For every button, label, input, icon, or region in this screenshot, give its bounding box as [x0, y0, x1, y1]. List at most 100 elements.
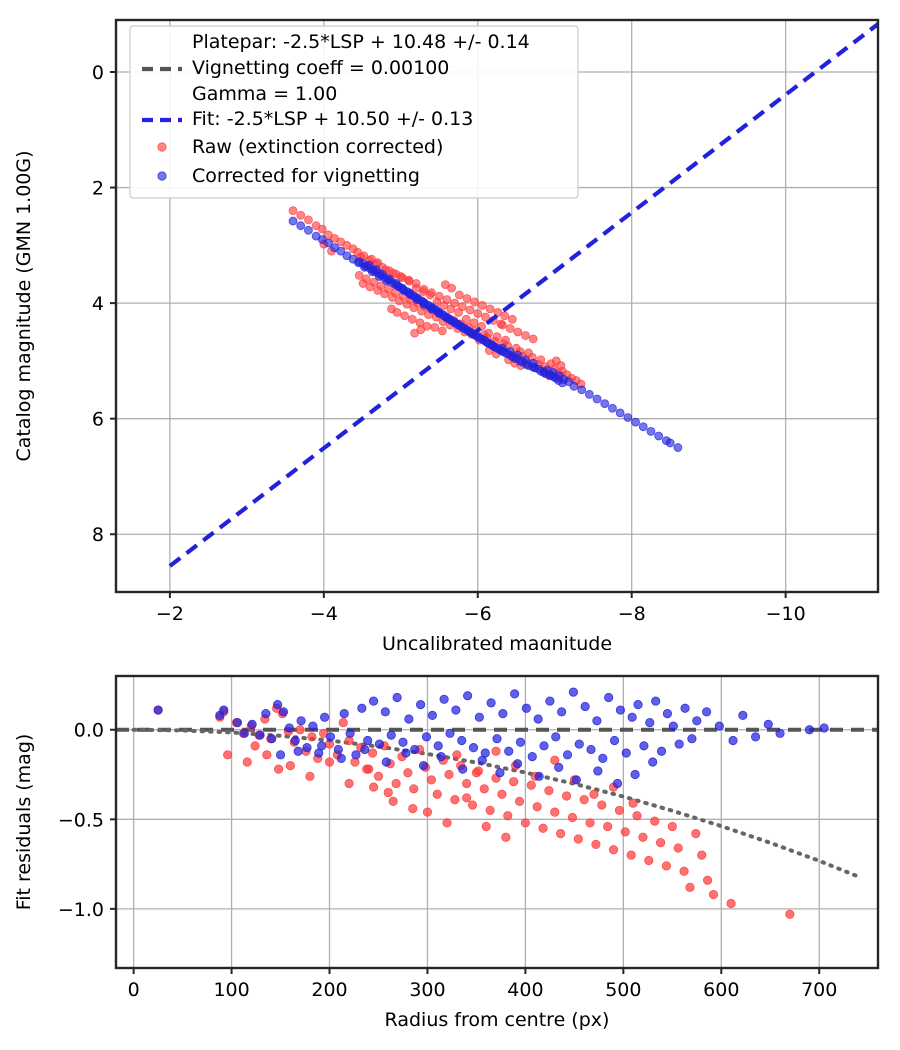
data-point: [750, 732, 761, 742]
data-point: [450, 318, 460, 328]
data-point: [427, 304, 436, 314]
data-point: [462, 294, 472, 303]
data-point: [623, 413, 633, 422]
data-point: [311, 221, 321, 231]
data-point: [339, 709, 349, 719]
data-point: [650, 816, 660, 826]
data-point: [290, 735, 300, 746]
data-point: [311, 231, 321, 241]
data-point: [439, 694, 449, 704]
data-point: [473, 309, 483, 318]
x-axis-label: Radius from centre (px): [385, 1009, 610, 1031]
data-point: [250, 741, 260, 751]
data-point: [644, 855, 654, 866]
data-point: [819, 723, 829, 733]
data-point: [436, 752, 446, 762]
data-point: [608, 403, 617, 413]
data-point: [419, 284, 429, 294]
data-point: [673, 443, 683, 452]
bottom-panel-svg: 0 100 200 300 400 500 600 700 0.0 −0.5 −1.0 Radius …: [13, 674, 880, 1031]
data-point: [656, 746, 667, 756]
data-point: [393, 281, 403, 291]
data-point: [598, 753, 608, 764]
data-point: [412, 295, 422, 305]
data-point: [469, 318, 479, 328]
data-point: [691, 829, 701, 839]
y-axis-label: Fit residuals (mag): [13, 734, 35, 911]
data-point: [514, 796, 525, 806]
data-point: [410, 744, 420, 755]
data-point: [680, 703, 690, 713]
x-tick-label: 500: [605, 979, 641, 1001]
data-point: [513, 327, 523, 337]
data-point: [585, 818, 595, 828]
x-tick-label: 600: [703, 979, 739, 1001]
data-point: [492, 734, 502, 744]
data-point: [498, 709, 508, 719]
data-point: [365, 282, 375, 292]
data-point: [528, 358, 538, 368]
data-point: [504, 746, 514, 756]
data-point: [373, 285, 383, 295]
data-point: [584, 389, 594, 399]
data-point: [633, 700, 643, 710]
data-point: [381, 757, 391, 767]
data-point: [668, 721, 678, 731]
legend: Platepar: -2.5*LSP + 10.48 +/- 0.14 Vigne…: [129, 25, 579, 199]
data-point: [317, 741, 327, 751]
x-tick-label: 0: [128, 979, 140, 1001]
data-point: [293, 746, 303, 756]
data-points-group: [168, 22, 878, 568]
data-point: [418, 760, 429, 771]
data-point: [262, 750, 272, 760]
data-point: [507, 314, 517, 324]
data-point: [708, 889, 719, 900]
data-point: [391, 778, 401, 789]
data-point: [528, 334, 538, 344]
data-point: [451, 705, 461, 715]
data-point: [655, 838, 666, 848]
data-point: [430, 322, 440, 332]
data-point: [550, 755, 560, 765]
data-point: [305, 771, 315, 781]
data-point: [383, 787, 393, 798]
data-point: [364, 764, 374, 774]
data-point: [273, 700, 283, 710]
data-point: [481, 336, 490, 346]
data-point: [296, 210, 306, 220]
data-point: [539, 741, 549, 751]
data-point: [509, 777, 519, 787]
data-point: [614, 805, 625, 815]
data-point: [368, 782, 379, 792]
data-point: [654, 431, 664, 441]
y-tick-label: 6: [92, 409, 104, 431]
data-point: [545, 696, 555, 706]
data-point: [738, 710, 748, 721]
data-point: [492, 332, 502, 342]
y-tick-label: −0.5: [58, 809, 104, 831]
data-point: [621, 748, 631, 758]
data-point: [242, 757, 252, 767]
data-point: [468, 743, 479, 753]
data-point: [363, 735, 373, 746]
data-point: [471, 768, 482, 778]
data-point: [679, 866, 689, 876]
data-point: [267, 734, 277, 744]
data-point: [526, 780, 536, 790]
data-point: [597, 800, 607, 810]
legend-label: Raw (extinction corrected): [192, 136, 443, 158]
data-point: [304, 225, 313, 235]
data-point: [571, 775, 581, 785]
data-point: [632, 811, 642, 821]
data-point: [486, 698, 496, 708]
data-point: [278, 707, 289, 717]
x-tick-label: 200: [311, 979, 347, 1001]
data-point: [338, 717, 348, 728]
data-point: [604, 692, 614, 703]
data-point: [520, 818, 531, 828]
data-point: [450, 298, 460, 308]
data-point: [579, 795, 589, 805]
y-axis-label: Catalog magnitude (GMN 1.00G): [13, 150, 35, 461]
data-point: [360, 262, 370, 272]
data-point: [307, 732, 317, 742]
